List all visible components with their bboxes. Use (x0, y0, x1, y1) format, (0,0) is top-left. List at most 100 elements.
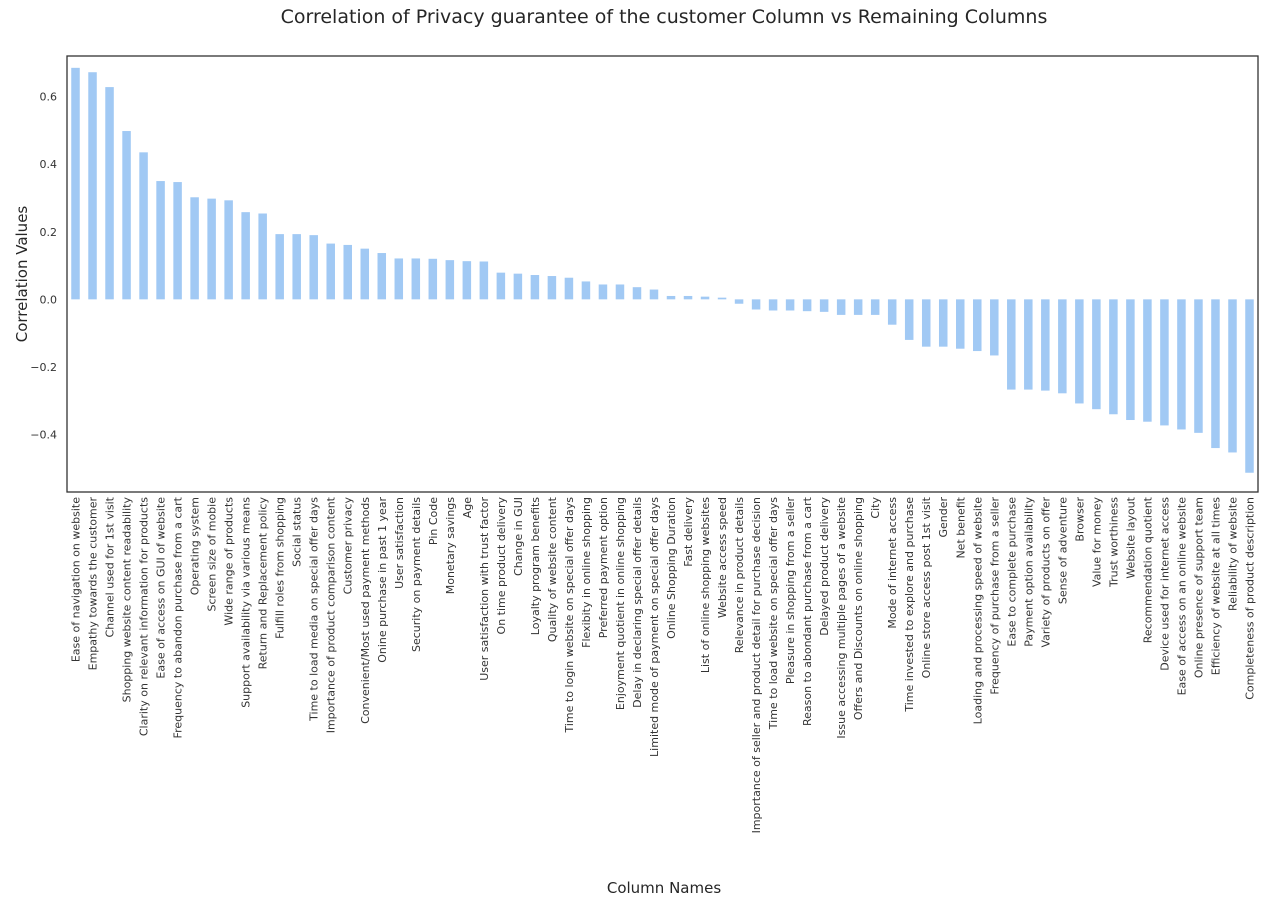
x-tick-label: Online store access post 1st visit (920, 496, 933, 678)
bar (1041, 299, 1050, 391)
bar (122, 131, 131, 300)
x-tick-label: Sense of adventure (1056, 497, 1069, 604)
bar (973, 299, 982, 352)
bar (173, 182, 182, 300)
x-tick-label: Operating system (189, 497, 202, 595)
x-tick-label: Fast delivery (682, 497, 695, 567)
x-tick-label: Shopping website content readability (121, 497, 134, 703)
x-tick-label: Screen size of mobie (206, 497, 219, 612)
x-tick-label: Ease of navigation on website (70, 497, 83, 662)
x-tick-label: Relevance in product details (733, 497, 746, 654)
bar (649, 289, 659, 300)
x-tick-label: Age (461, 497, 474, 519)
bar (1245, 299, 1254, 473)
x-tick-label: On time product delivery (495, 497, 508, 635)
x-tick-label: Clarity on relevant information for prod… (138, 497, 151, 736)
bar (1211, 299, 1220, 449)
x-tick-label: City (869, 497, 882, 519)
x-tick-label: Fulfill roles from shopping (274, 497, 287, 639)
x-tick-label: Recommendation quotient (1141, 496, 1154, 643)
bar (513, 273, 523, 300)
bar (921, 299, 931, 347)
chart-title: Correlation of Privacy guarantee of the … (281, 6, 1048, 28)
x-tick-label: Limited mode of payment on special offer… (648, 497, 661, 757)
bar (1126, 299, 1135, 421)
x-tick-label: Security on payment details (410, 497, 423, 652)
x-tick-label: Website layout (1124, 496, 1137, 578)
bar (326, 243, 335, 300)
y-axis-ticks: 0.6 0.4 0.2 0.0 −0.2 −0.4 (30, 91, 57, 442)
y-tick-label: −0.2 (30, 361, 57, 374)
x-tick-label: Monetary savings (444, 497, 457, 595)
bar (1109, 299, 1118, 415)
x-tick-label: Empathy towards the customer (87, 497, 100, 671)
bar (904, 299, 914, 340)
y-tick-label: 0.6 (40, 91, 58, 104)
bar (156, 181, 165, 300)
bars-group (71, 67, 1254, 473)
x-tick-label: Delay in declaring special offer details (631, 497, 644, 708)
bar (956, 299, 965, 349)
x-tick-label: Channel used for 1st visit (104, 496, 117, 637)
bar (683, 295, 693, 300)
bar (1228, 299, 1237, 453)
x-tick-label: Gender (937, 497, 950, 538)
bar (292, 234, 301, 300)
x-tick-label: Efficiency of website at all times (1209, 497, 1222, 675)
x-tick-label: Online Shopping Duration (665, 497, 678, 639)
x-tick-label: Onine purchase in past 1 year (376, 497, 389, 663)
x-tick-label: Ease of access on GUI of website (155, 497, 168, 679)
bar (71, 67, 80, 300)
bar (615, 284, 625, 300)
bar (598, 284, 608, 300)
bar (1177, 299, 1186, 430)
x-tick-label: Website access speed (716, 497, 729, 618)
bar (632, 287, 642, 300)
bar (700, 296, 710, 300)
bar (479, 261, 489, 300)
x-tick-label: Time to login website on special offer d… (563, 497, 576, 734)
bar (394, 258, 404, 300)
bar (990, 299, 999, 356)
bar (88, 72, 97, 300)
x-tick-label: Reliability of website (1226, 497, 1239, 611)
x-tick-label: Payment option availability (1022, 497, 1035, 647)
bar (190, 197, 199, 300)
bar (462, 261, 472, 300)
x-tick-label: Preferred payment option (597, 497, 610, 638)
y-tick-label: 0.2 (40, 226, 58, 239)
x-tick-label: Flexibity in online shopping (580, 497, 593, 648)
x-tick-label: Loading and processing speed of website (971, 497, 984, 725)
bar (496, 272, 506, 300)
bar (564, 277, 574, 300)
x-tick-label: Mode of internet access (886, 497, 899, 629)
x-tick-label: User satisfaction (393, 497, 406, 589)
bar (581, 281, 591, 300)
x-tick-label: Variety of products on offer (1039, 497, 1052, 648)
x-tick-label: Value for money (1090, 497, 1103, 588)
bar (309, 235, 318, 300)
x-tick-label: Time to load media on special offer days (308, 497, 321, 722)
bar (275, 234, 284, 300)
x-tick-label: Online presence of support team (1192, 497, 1205, 678)
bar (1024, 299, 1033, 390)
bar (241, 212, 250, 300)
x-tick-label: User satisfaction with trust factor (478, 497, 491, 681)
y-tick-label: 0.4 (40, 158, 58, 171)
x-tick-label: Time to load website on special offer da… (767, 497, 780, 730)
x-tick-label: Quality of website content (546, 496, 559, 642)
x-tick-label: Delayed product delivery (818, 497, 831, 636)
x-tick-label: Completeness of product description (1243, 497, 1256, 700)
bar (343, 244, 352, 300)
x-tick-label: Pleasure in shopping from a seller (784, 497, 797, 685)
bar (836, 299, 846, 315)
x-tick-label: Loyalty program benefits (529, 497, 542, 635)
bar (1092, 299, 1101, 410)
x-tick-label: Pin Code (427, 497, 440, 545)
bar (1075, 299, 1084, 404)
x-tick-label: Return and Replacement policy (257, 497, 270, 670)
y-axis-label: Correlation Values (13, 206, 31, 343)
bar (547, 276, 557, 300)
bar (445, 260, 455, 300)
